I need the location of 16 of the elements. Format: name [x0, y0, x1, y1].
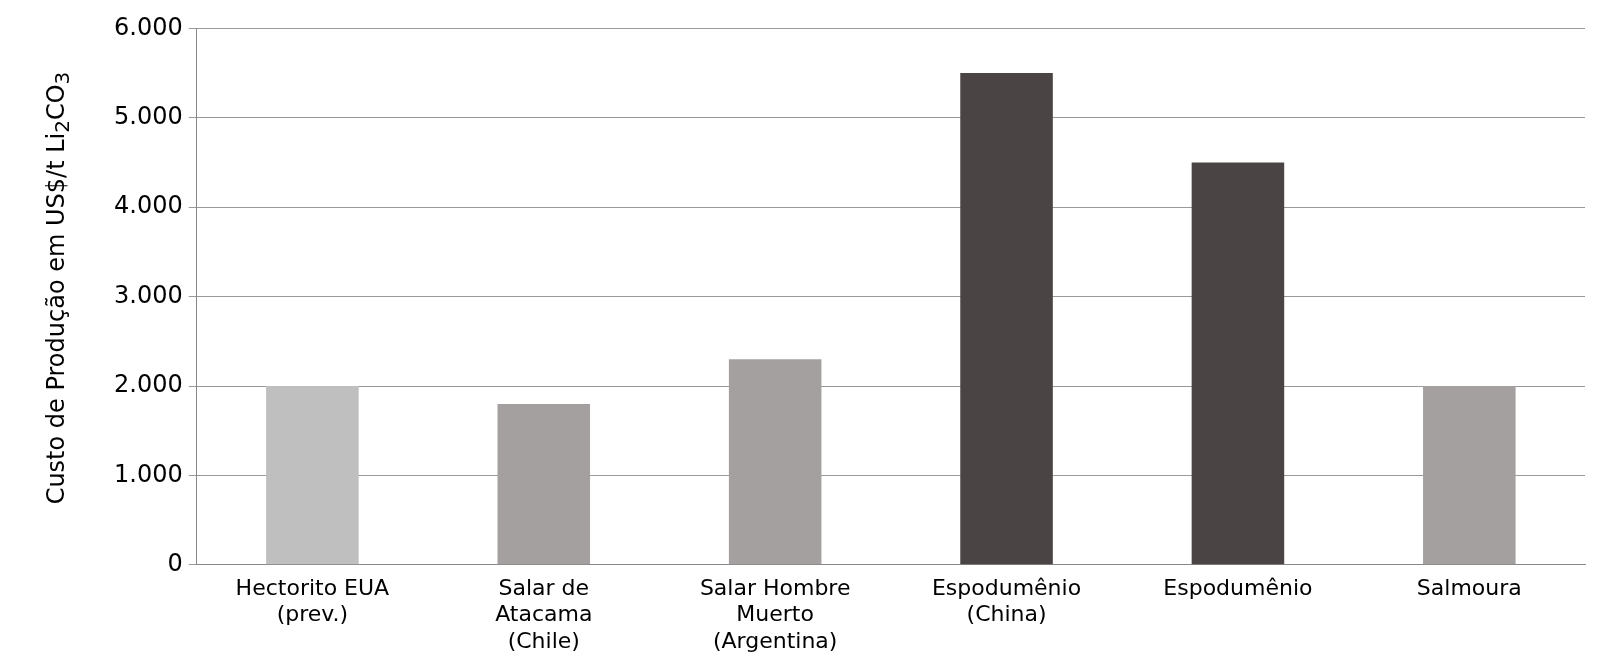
x-tick-label: Salar Hombre Muerto (Argentina) [699, 574, 851, 653]
y-tick-label: 0 [167, 549, 183, 578]
y-tick-label: 6.000 [113, 12, 183, 41]
y-tick-label: 4.000 [113, 191, 183, 220]
y-tick-label: 1.000 [113, 459, 183, 488]
y-tick-label: 2.000 [113, 370, 183, 399]
bar [266, 386, 359, 565]
x-tick-label: Espodumênio (China) [931, 574, 1082, 627]
x-tick-label: Salmoura [1416, 574, 1522, 600]
bar [1191, 162, 1285, 565]
x-tick-label: Hectorito EUA (prev.) [235, 574, 390, 627]
x-tick-label: Espodumênio [1163, 574, 1313, 600]
bar [960, 73, 1053, 565]
y-tick-label: 5.000 [113, 102, 183, 131]
y-tick-label: 3.000 [113, 280, 183, 309]
x-tick-label: Salar de Atacama (Chile) [495, 574, 593, 653]
